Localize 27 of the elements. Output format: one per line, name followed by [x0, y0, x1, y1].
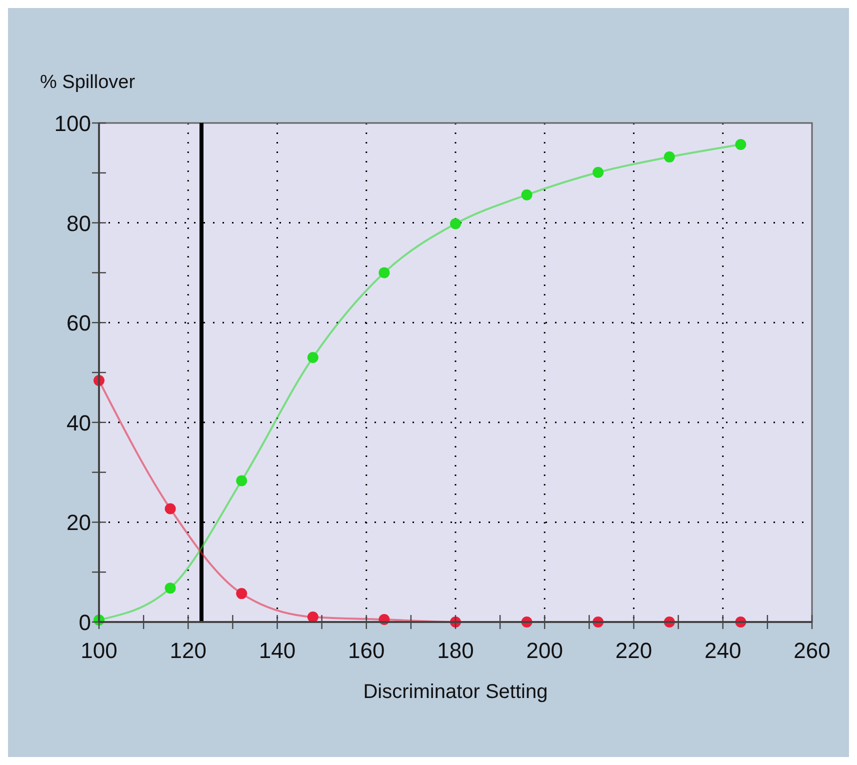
point [236, 475, 248, 486]
point [450, 218, 461, 230]
y-tick-label: 20 [66, 510, 91, 536]
x-tick-label: 120 [170, 638, 206, 663]
y-axis-title: % Spillover [40, 72, 136, 93]
x-tick-label: 260 [794, 638, 830, 663]
x-tick-label: 220 [615, 638, 652, 663]
point [735, 138, 746, 150]
y-tick-label: 80 [66, 210, 91, 236]
y-tick-label: 100 [54, 111, 91, 136]
point [592, 166, 604, 178]
x-tick-label: 240 [704, 638, 742, 663]
point [164, 582, 176, 594]
x-tick-label: 200 [526, 638, 563, 663]
y-tick-label: 60 [66, 310, 91, 336]
point [307, 352, 318, 364]
y-tick-label: 40 [66, 410, 91, 436]
point [664, 151, 675, 162]
point [164, 503, 176, 514]
point [378, 267, 390, 278]
point [521, 189, 532, 200]
x-tick-label: 140 [258, 638, 296, 663]
y-tick-label: 0 [78, 610, 91, 635]
x-tick-label: 180 [437, 638, 474, 663]
x-axis-title: Discriminator Setting [363, 681, 548, 703]
x-tick-label: 160 [348, 638, 385, 663]
point [236, 588, 248, 600]
